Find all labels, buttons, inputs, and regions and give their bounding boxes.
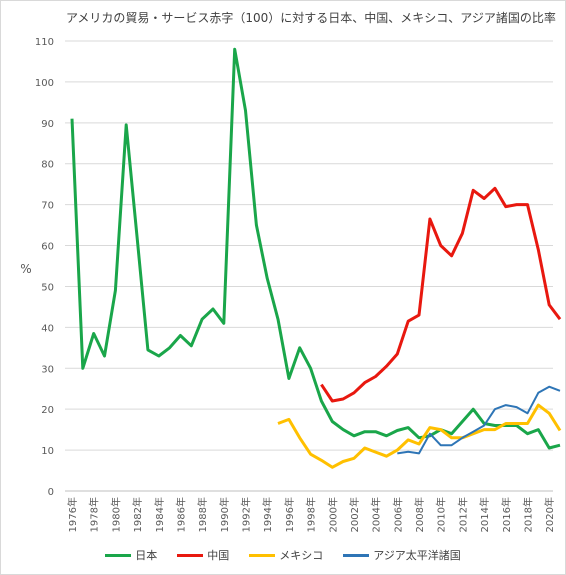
x-tick-label: 1988年 [196, 497, 209, 532]
y-axis-ticks: 0 10 20 30 40 50 60 70 80 90 100 110 [35, 37, 54, 498]
x-tick-label: 1984年 [153, 497, 166, 532]
legend-swatch [177, 553, 204, 557]
x-tick-label: 2004年 [370, 497, 383, 532]
series-line-2 [320, 186, 562, 403]
legend: 日本 中国 メキシコ アジア太平洋諸国 [0, 546, 566, 564]
series-lines [70, 47, 562, 469]
legend-swatch [249, 553, 276, 557]
legend-swatch [105, 553, 132, 557]
x-tick-label: 1978年 [88, 497, 101, 532]
x-tick-label: 1996年 [283, 497, 296, 532]
gridlines [65, 40, 553, 451]
legend-item: 中国 [177, 546, 229, 564]
x-tick-label: 2002年 [348, 497, 361, 532]
y-tick-label: 80 [41, 160, 54, 171]
y-axis-label: % [20, 262, 31, 276]
x-tick-label: 1980年 [109, 497, 122, 532]
y-tick-label: 60 [41, 242, 54, 253]
y-tick-label: 40 [41, 323, 54, 334]
chart-title: アメリカの貿易・サービス赤字（100）に対する日本、中国、メキシコ、アジア諸国の… [66, 11, 556, 25]
x-tick-label: 2000年 [326, 497, 339, 532]
legend-item: 日本 [105, 546, 157, 564]
series-line-1 [70, 47, 561, 450]
x-tick-label: 1990年 [218, 497, 231, 532]
y-tick-label: 10 [41, 446, 54, 457]
y-tick-label: 0 [48, 487, 54, 498]
legend-item: メキシコ [249, 546, 323, 564]
y-tick-label: 30 [41, 364, 54, 375]
x-tick-label: 2008年 [413, 497, 426, 532]
y-tick-label: 70 [41, 201, 54, 212]
legend-item: アジア太平洋諸国 [343, 546, 461, 564]
x-axis-ticks: 1976年 1978年 1980年 1982年 1984年 1986年 1988年 1990年… [66, 497, 556, 532]
x-tick-label: 1982年 [131, 497, 144, 532]
x-tick-label: 2016年 [500, 497, 513, 532]
legend-label: 中国 [207, 549, 230, 562]
legend-label: 日本 [135, 549, 158, 562]
y-tick-label: 100 [35, 78, 54, 89]
series-line-3 [277, 403, 562, 469]
x-tick-label: 2012年 [456, 497, 469, 532]
legend-label: メキシコ [279, 549, 324, 562]
x-tick-label: 2006年 [391, 497, 404, 532]
legend-swatch [343, 553, 370, 557]
x-tick-label: 1994年 [261, 497, 274, 532]
x-tick-label: 2014年 [478, 497, 491, 532]
y-tick-label: 110 [35, 37, 54, 48]
legend-label: アジア太平洋諸国 [373, 549, 461, 562]
x-tick-label: 1998年 [305, 497, 318, 532]
x-tick-label: 2010年 [435, 497, 448, 532]
x-tick-label: 1992年 [240, 497, 253, 532]
x-tick-label: 2020年 [543, 497, 556, 532]
series-line-4 [397, 385, 561, 455]
x-tick-label: 1976年 [66, 497, 79, 532]
y-tick-label: 20 [41, 405, 54, 416]
y-tick-label: 90 [41, 119, 54, 130]
x-tick-label: 1986年 [174, 497, 187, 532]
y-tick-label: 50 [41, 282, 54, 293]
x-tick-label: 2018年 [521, 497, 534, 532]
